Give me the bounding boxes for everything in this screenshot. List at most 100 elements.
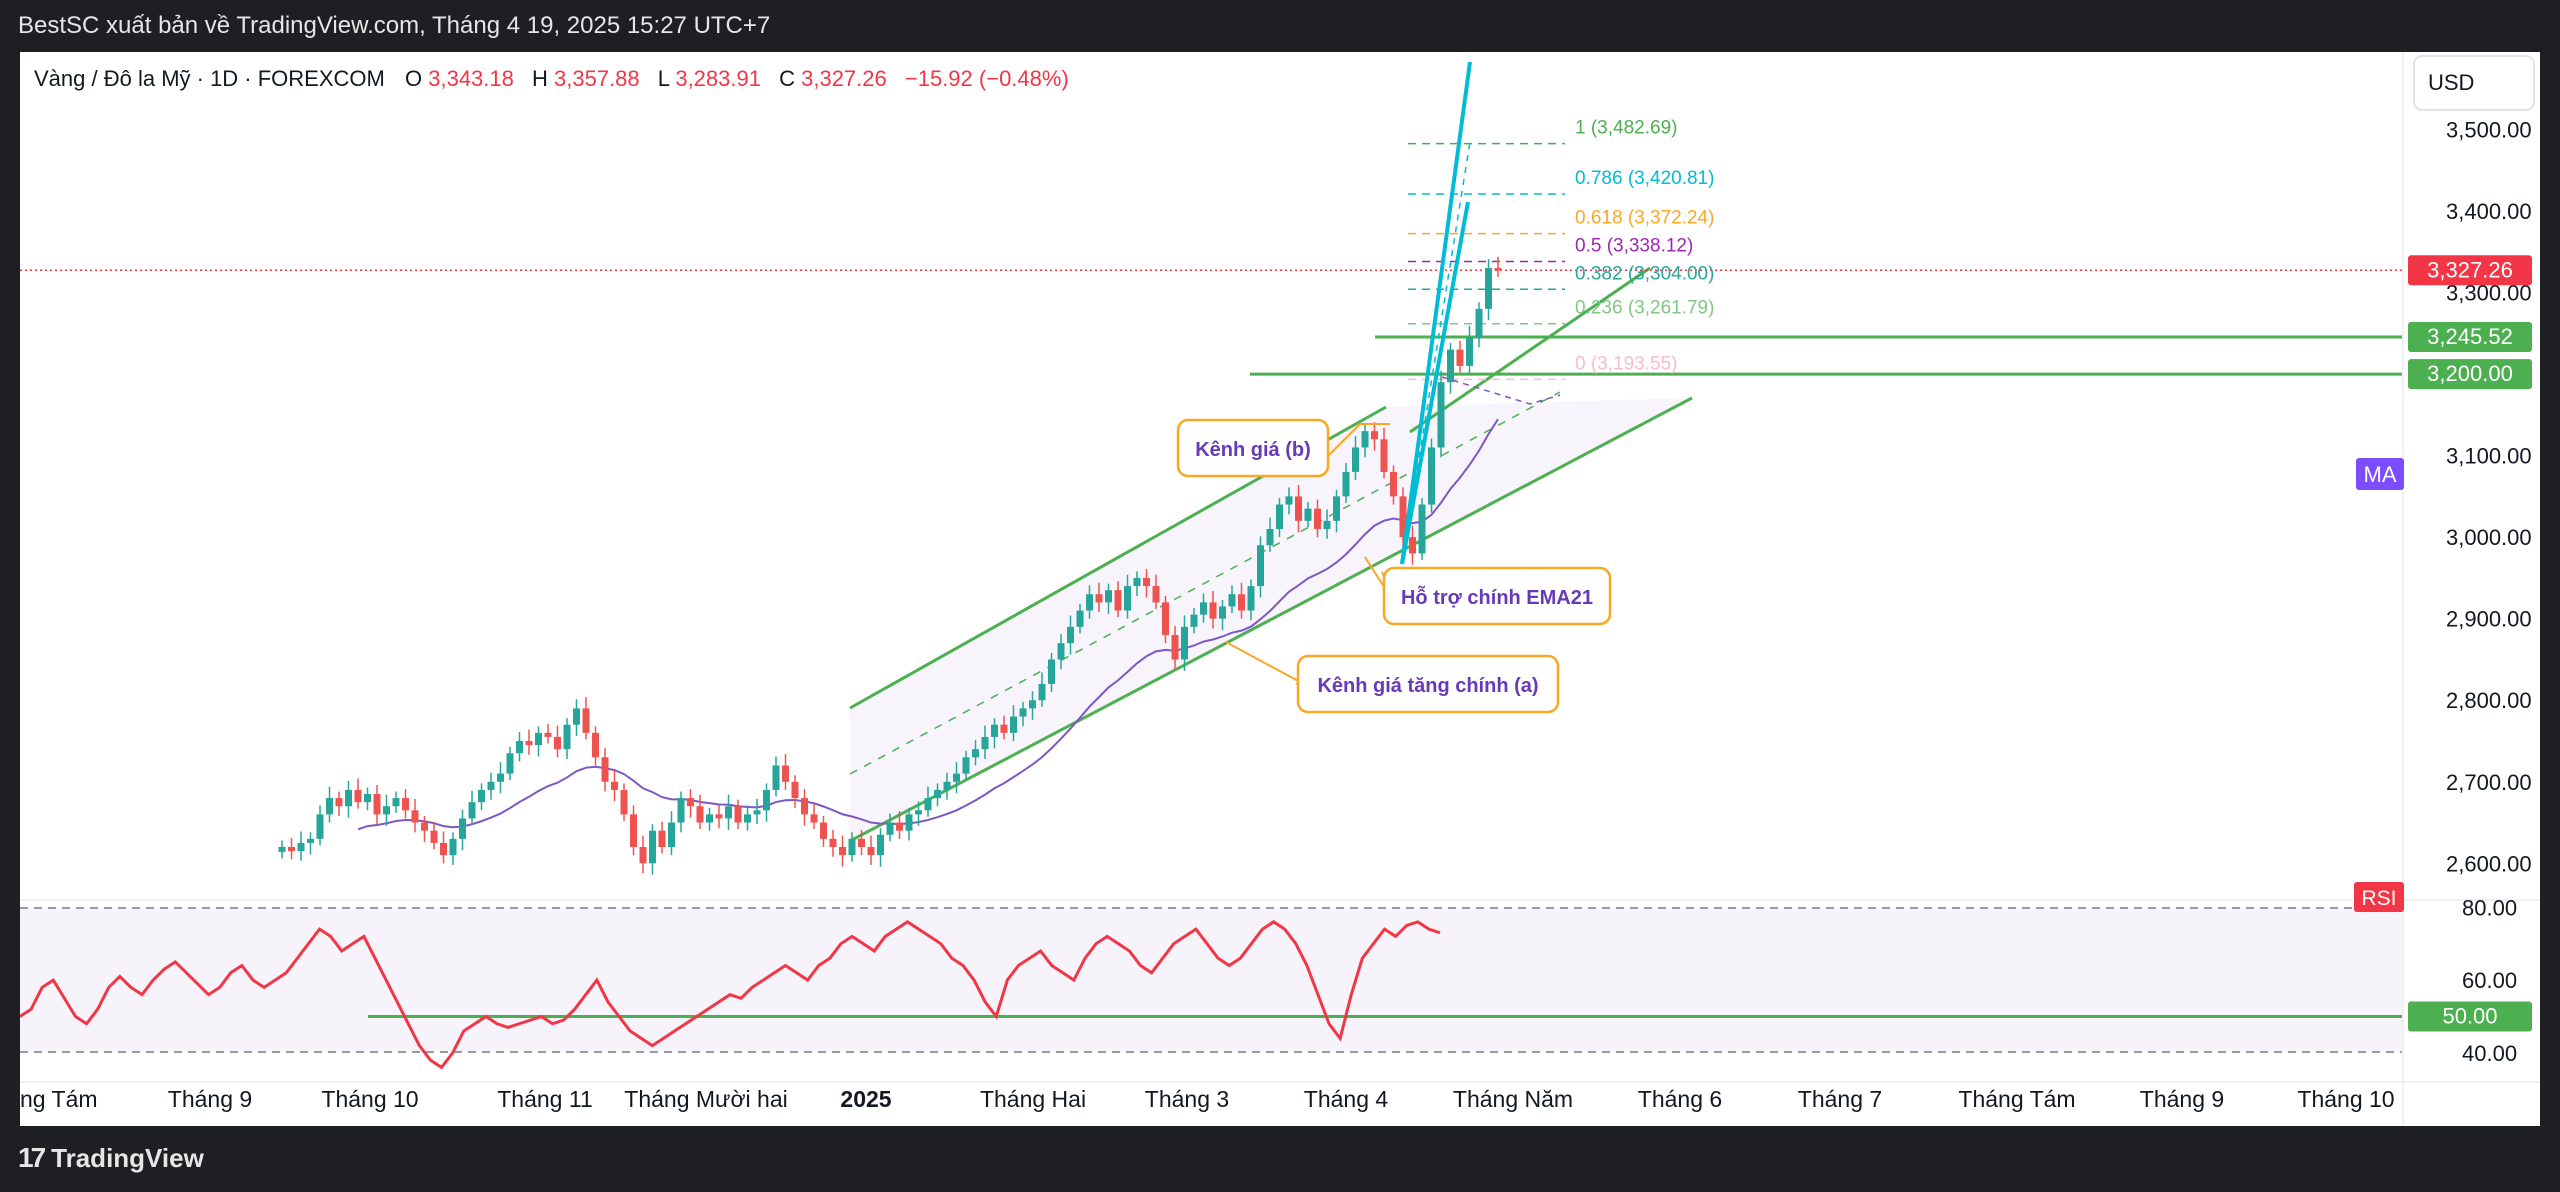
rsi-tick-label: 40.00 [2462, 1041, 2517, 1066]
ohlc-change: −15.92 (−0.48%) [905, 66, 1069, 91]
ohlc-close-label: C [779, 66, 795, 91]
price-tick-label: 3,500.00 [2446, 117, 2532, 142]
candle-body [449, 838, 457, 856]
candle-body [582, 708, 590, 733]
time-tick-label: Tháng 7 [1798, 1086, 1882, 1112]
rsi-badge[interactable]: RSI [2354, 882, 2404, 912]
candle-body [810, 814, 818, 823]
candle-body [630, 814, 637, 847]
badge-bg [2408, 321, 2532, 352]
candle-body [1485, 268, 1492, 309]
fib-level-label: 0.382 (3,304.00) [1575, 263, 1714, 284]
candle-body [1371, 431, 1378, 440]
candle-body [278, 847, 286, 852]
candle-body [1095, 594, 1103, 603]
candle-body [316, 814, 324, 839]
candle-body [297, 842, 305, 852]
candle-body [497, 773, 504, 782]
candle-body [1067, 626, 1074, 644]
candle-body [782, 765, 789, 782]
candle-body [326, 798, 333, 815]
currency-button[interactable]: USD [2413, 55, 2535, 111]
candle-body [962, 757, 970, 774]
ohlc-high-value: 3,357.88 [554, 66, 640, 91]
candle-body [753, 810, 761, 815]
candle-body [1181, 626, 1188, 660]
symbol-legend[interactable]: Vàng / Đô la Mỹ · 1D · FOREXCOM O 3,343.… [34, 66, 1069, 91]
candle-body [829, 838, 837, 847]
channel-lower-line [849, 396, 1693, 843]
candle-body [1475, 308, 1483, 338]
candle-body [858, 838, 865, 847]
badge-bg [2356, 458, 2404, 490]
time-tick-label: Tháng 9 [168, 1086, 252, 1112]
candle-body [525, 741, 533, 746]
candle-body [763, 789, 770, 811]
candle-body [820, 822, 827, 839]
candle-body [1209, 602, 1217, 619]
time-axis[interactable]: ng Tám Tháng 9 Tháng 10 Tháng 11 Tháng Mười … [20, 1086, 2395, 1112]
price-axis[interactable]: 3,500.003,400.003,300.003,200.003,100.00… [2446, 117, 2532, 876]
candle-body [924, 798, 932, 811]
candle-body [364, 794, 371, 803]
price-tick-label: 2,700.00 [2446, 770, 2532, 795]
candle-body [354, 789, 362, 803]
candle-body [421, 822, 428, 831]
annotation-box [1176, 418, 1330, 478]
candle-body [1276, 504, 1283, 529]
price-chart[interactable]: 1 (3,482.69) 0.786 (3,420.81) 0.618 (3,372… [20, 52, 2540, 1126]
fan-connector [1441, 376, 1561, 405]
candle-body [715, 814, 723, 819]
candle-body [639, 847, 647, 864]
price-tick-label: 3,100.00 [2446, 444, 2532, 469]
price-tick-label: 2,600.00 [2446, 851, 2532, 876]
candle-body [1390, 471, 1397, 497]
candle-body [696, 806, 704, 823]
candle-body [430, 830, 438, 843]
candle-body [1114, 590, 1122, 611]
candle-body [905, 814, 913, 831]
ma-badge[interactable]: MA [2356, 458, 2404, 490]
candle-body [896, 822, 903, 831]
last-price-badge: 3,327.26 [2408, 255, 2532, 286]
candle-body [915, 810, 922, 815]
candle-body [573, 708, 580, 725]
badge-text: 50.00 [2442, 1003, 2497, 1028]
candle-body [1380, 439, 1388, 472]
candle-body [345, 789, 352, 807]
candle-body [886, 822, 894, 835]
ohlc-low-value: 3,283.91 [675, 66, 761, 91]
currency-button-bg [2413, 55, 2535, 111]
channel-mid-line [849, 391, 1561, 775]
currency-label: USD [2428, 70, 2474, 95]
candle-body [516, 741, 523, 754]
rsi-axis[interactable]: 80.00 60.00 40.00 [2462, 895, 2517, 1066]
time-tick-label: Tháng Hai [980, 1086, 1086, 1112]
ema21-path [357, 418, 1499, 831]
candle-body [601, 757, 609, 782]
ohlc-high-label: H [532, 66, 548, 91]
candle-body [706, 814, 713, 823]
candle-body [867, 847, 875, 856]
candle-body [1428, 447, 1435, 505]
chart-panel[interactable]: 1 (3,482.69) 0.786 (3,420.81) 0.618 (3,372… [20, 52, 2540, 1126]
publisher-caption: BestSC xuất bản về TradingView.com, Thán… [18, 12, 771, 39]
fib-level-label: 0 (3,193.55) [1575, 353, 1677, 374]
candle-body [1266, 529, 1274, 546]
candle-body [392, 798, 400, 807]
candle-body [440, 842, 447, 856]
candle-body [1200, 602, 1207, 615]
candle-body [1048, 659, 1055, 684]
level-badge-3200: 3,200.00 [2408, 359, 2532, 390]
candle-body [1257, 545, 1264, 587]
candle-body [972, 749, 979, 758]
level-badge-3245: 3,245.52 [2408, 321, 2532, 352]
badge-bg [2408, 255, 2532, 286]
annotation-ho-tro-ema21: Hỗ trợ chính EMA21 [1364, 556, 1612, 626]
candle-body [677, 798, 685, 823]
candle-body [1447, 349, 1454, 383]
candle-body [1352, 447, 1359, 472]
time-tick-label: Tháng 11 [497, 1086, 592, 1112]
badge-bg [2354, 882, 2404, 912]
candle-body [1010, 716, 1017, 733]
